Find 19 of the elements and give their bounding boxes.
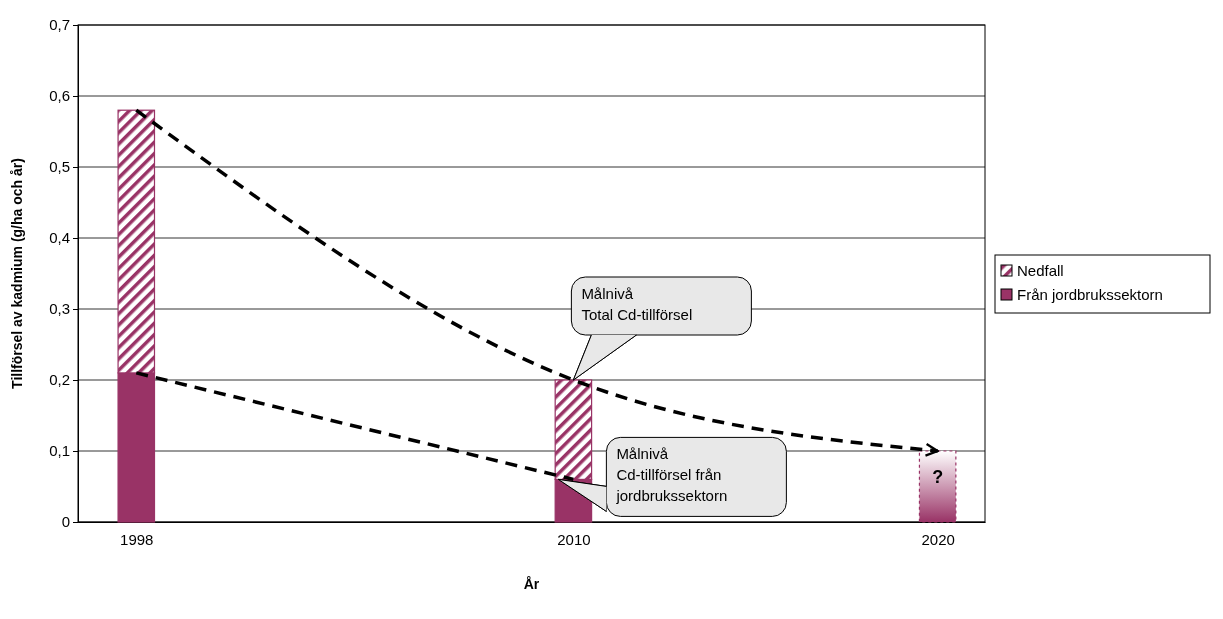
x-tick-label: 2020 [921,530,955,548]
annotation: ? [932,466,944,487]
y-axis-title: Tillförsel av kadmium (g/ha och år) [9,158,25,389]
annotation: Målnivå Cd-tillförsel från jordbrukssektorn [615,445,728,505]
y-tick-label: 0,6 [49,87,70,105]
x-tick-label: 2010 [557,530,591,548]
y-tick-label: 0,1 [49,442,70,460]
y-tick-label: 0,7 [49,16,70,34]
y-tick-label: 0,5 [49,158,70,176]
y-tick-label: 0,3 [49,300,70,318]
annotation: Målnivå Total Cd-tillförsel [581,285,693,323]
y-tick-label: 0,2 [49,371,70,389]
y-tick-label: 0,4 [49,229,70,247]
legend-label: Nedfall [1017,262,1064,279]
legend-label: Från jordbrukssektorn [1017,286,1163,303]
x-axis-title: År [523,576,540,592]
x-tick-label: 1998 [120,530,154,548]
y-tick-label: 0 [61,513,70,531]
bar [918,450,957,523]
